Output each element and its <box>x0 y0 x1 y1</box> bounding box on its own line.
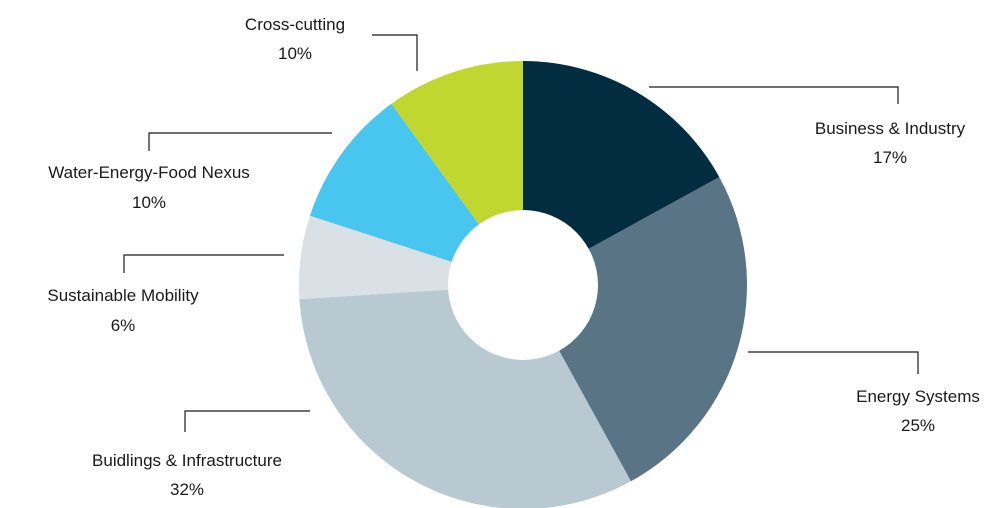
label-buildings-infrastructure: Buidlings & Infrastructure <box>92 451 282 470</box>
leader-line-water-energy-food <box>148 132 332 151</box>
leader-line-sustainable-mobility <box>123 254 284 273</box>
leader-line-business-industry <box>649 86 899 104</box>
leader-line-cross-cutting <box>372 34 418 71</box>
label-business-industry: Business & Industry <box>815 119 966 138</box>
value-energy-systems: 25% <box>901 416 935 435</box>
value-sustainable-mobility: 6% <box>111 316 136 335</box>
leader-line-buildings-infrastructure <box>184 410 310 432</box>
value-cross-cutting: 10% <box>278 44 312 63</box>
value-buildings-infrastructure: 32% <box>170 480 204 499</box>
value-business-industry: 17% <box>873 148 907 167</box>
leader-line-energy-systems <box>748 351 919 374</box>
value-water-energy-food: 10% <box>132 193 166 212</box>
label-sustainable-mobility: Sustainable Mobility <box>47 286 199 305</box>
donut-hole <box>448 210 598 360</box>
label-energy-systems: Energy Systems <box>856 387 980 406</box>
slice-energy-systems <box>523 177 747 482</box>
label-cross-cutting: Cross-cutting <box>245 15 345 34</box>
label-water-energy-food: Water-Energy-Food Nexus <box>48 163 250 182</box>
